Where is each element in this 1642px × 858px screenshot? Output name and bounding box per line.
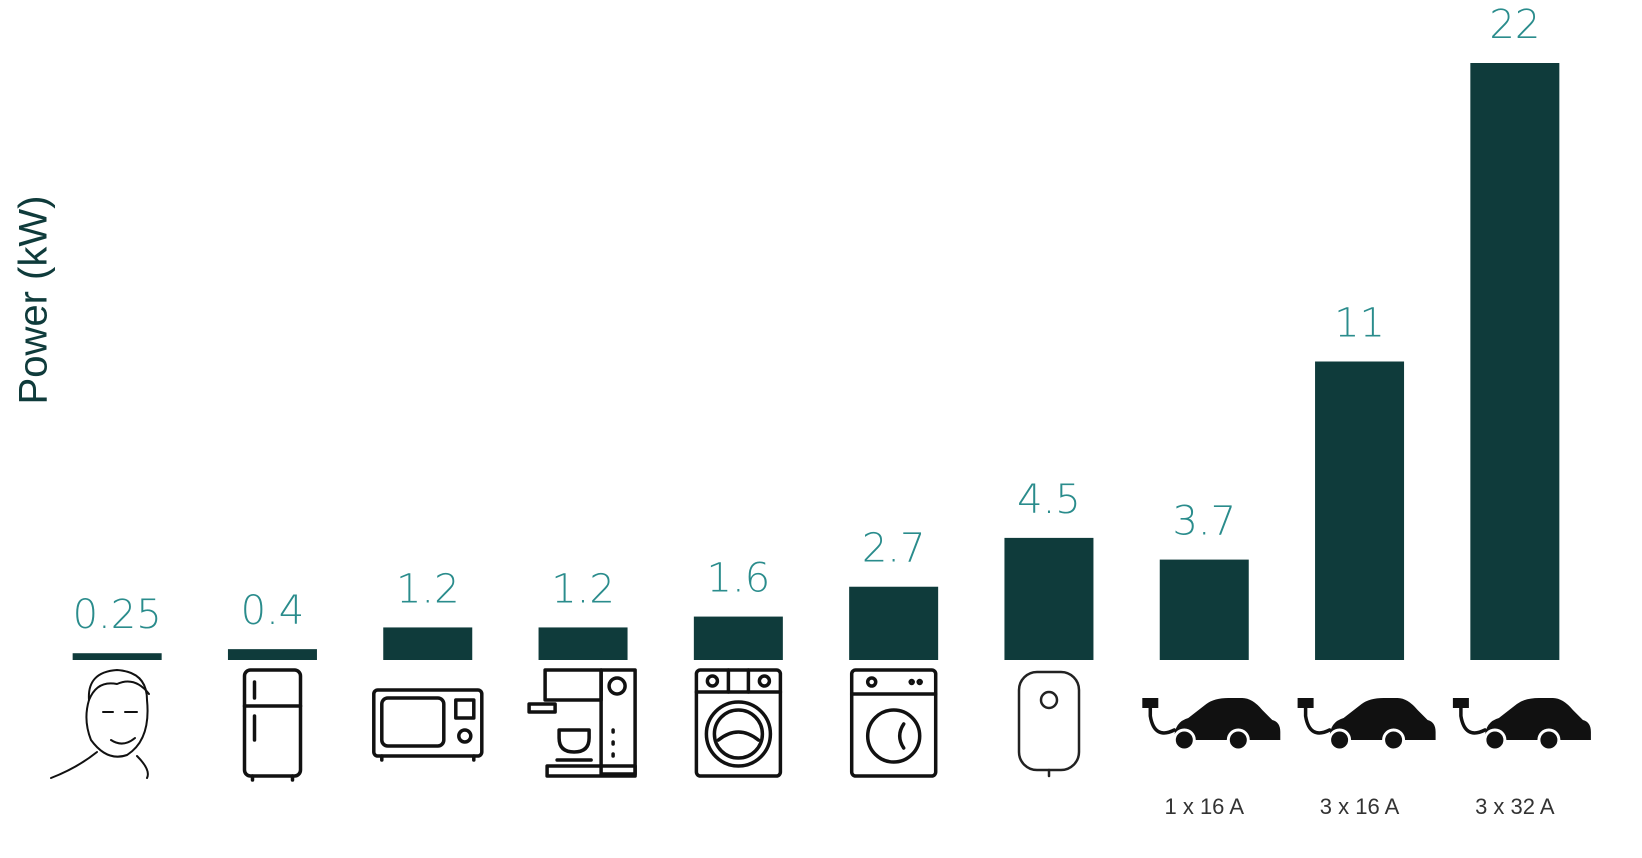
value-label: 2.7 [862,526,926,572]
bar [383,627,472,660]
value-label: 0.4 [241,588,305,634]
x-tick-label: 3 x 16 A [1320,794,1400,819]
x-tick-label: 1 x 16 A [1164,794,1244,819]
bar [694,617,783,660]
y-axis-label: Power (kW) [12,196,56,405]
bar [849,587,938,660]
x-tick-label: 3 x 32 A [1475,794,1555,819]
icons [51,670,1591,780]
value-label: 11 [1334,301,1385,347]
bar [1315,362,1404,661]
value-label: 3.7 [1172,499,1236,545]
bar [539,627,628,660]
bar [1004,538,1093,660]
value-label: 4.5 [1017,477,1081,523]
value-label: 1.2 [551,566,615,612]
bar [228,649,317,660]
value-label: 1.2 [396,566,460,612]
bar [73,653,162,660]
value-label: 0.25 [73,592,162,638]
bar [1470,63,1559,660]
bar [1160,560,1249,660]
value-label: 22 [1489,2,1540,48]
value-label: 1.6 [707,556,771,602]
chart: Power (kW) [0,0,1642,858]
